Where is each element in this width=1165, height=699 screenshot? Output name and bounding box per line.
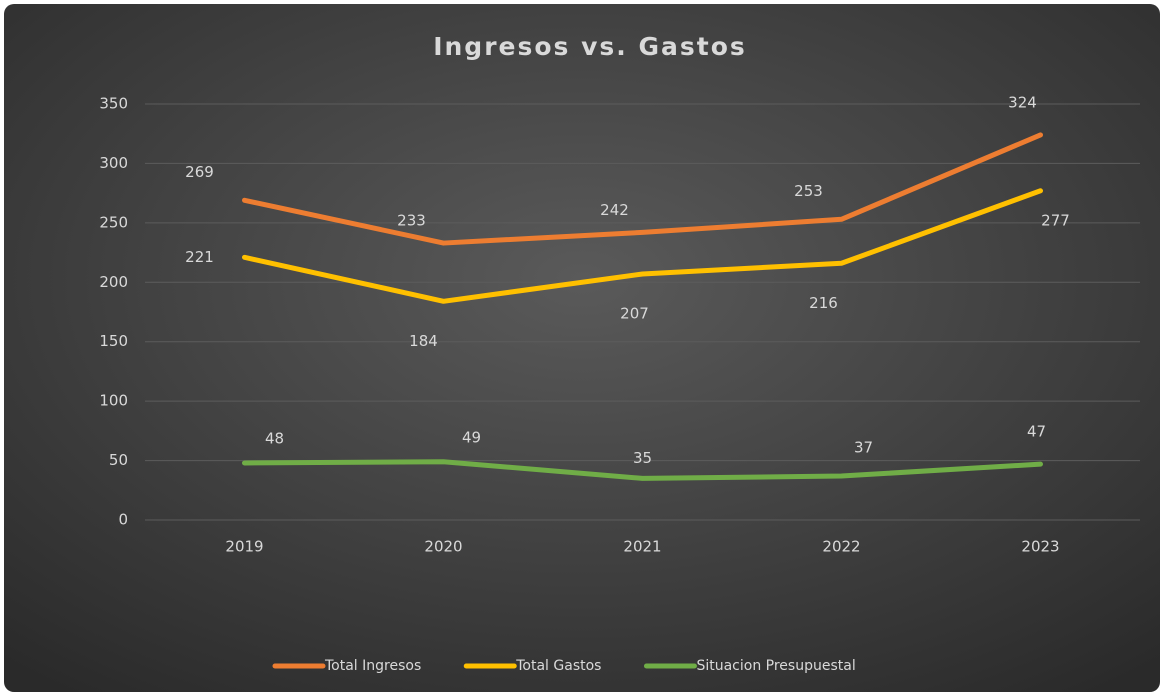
y-tick-label: 200 [99, 273, 128, 291]
data-label: 221 [185, 248, 214, 266]
chart-title: Ingresos vs. Gastos [433, 32, 747, 61]
series-line [242, 459, 1043, 481]
data-label: 207 [620, 304, 649, 322]
y-tick-label: 50 [109, 451, 128, 469]
x-tick-label: 2023 [1021, 538, 1059, 556]
legend-label: Total Gastos [515, 658, 601, 674]
data-label: 47 [1027, 423, 1046, 441]
data-label: 324 [1008, 93, 1037, 111]
data-label: 277 [1041, 211, 1070, 229]
data-label: 49 [462, 428, 481, 446]
data-label: 35 [633, 449, 652, 467]
y-tick-label: 350 [99, 95, 128, 113]
data-label: 216 [809, 294, 838, 312]
x-tick-label: 2022 [822, 538, 860, 556]
y-tick-label: 150 [99, 332, 128, 350]
y-tick-label: 250 [99, 213, 128, 231]
x-tick-label: 2021 [623, 538, 661, 556]
y-tick-label: 300 [99, 154, 128, 172]
y-tick-label: 100 [99, 392, 128, 410]
data-label: 253 [794, 182, 823, 200]
data-label: 37 [854, 439, 873, 457]
chart-background [4, 4, 1160, 692]
data-label: 269 [185, 163, 214, 181]
series-line [242, 132, 1043, 246]
data-label: 184 [409, 332, 438, 350]
x-tick-label: 2019 [225, 538, 263, 556]
x-tick-label: 2020 [424, 538, 462, 556]
series-line [242, 188, 1043, 304]
data-label: 233 [397, 212, 426, 230]
legend-label: Total Ingresos [324, 658, 421, 674]
y-tick-label: 0 [118, 511, 128, 529]
legend-label: Situacion Presupuestal [696, 658, 855, 674]
data-label: 242 [600, 201, 629, 219]
data-label: 48 [265, 429, 284, 447]
